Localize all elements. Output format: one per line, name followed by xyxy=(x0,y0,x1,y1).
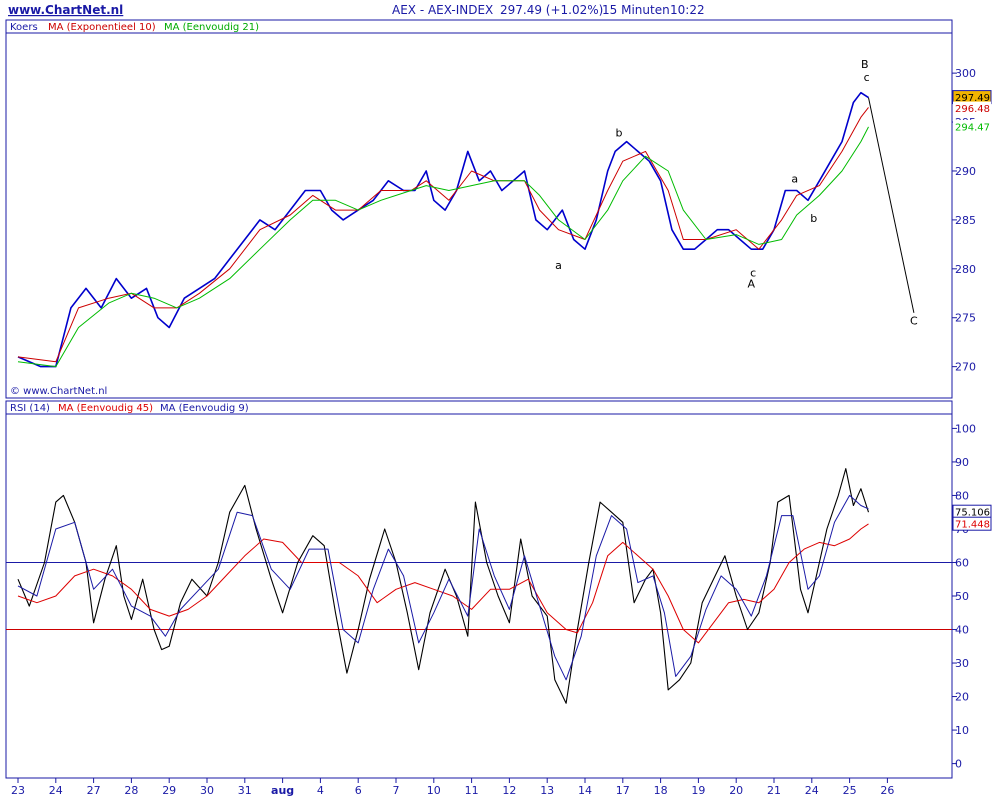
price-y-tick-label: 275 xyxy=(955,312,976,325)
x-tick-label: 24 xyxy=(805,784,819,797)
rsi-value-box xyxy=(952,516,992,531)
watermark: © www.ChartNet.nl xyxy=(10,386,107,397)
x-tick-label: 19 xyxy=(691,784,705,797)
x-tick-label: 24 xyxy=(49,784,63,797)
x-tick-label: 13 xyxy=(540,784,554,797)
rsi-ma45-line xyxy=(17,523,869,644)
x-tick-label: 25 xyxy=(843,784,857,797)
price-value-label: 297.49 xyxy=(955,93,990,104)
wave-label: A xyxy=(748,277,756,290)
wave-projection-line xyxy=(868,97,915,313)
x-tick-label: aug xyxy=(271,784,294,797)
x-tick-label: 20 xyxy=(729,784,743,797)
x-tick-label: 12 xyxy=(502,784,516,797)
wave-label: a xyxy=(555,259,562,272)
legend-rsi: RSI (14) xyxy=(10,403,50,414)
rsi-value-label: 75.106 xyxy=(955,508,990,519)
wave-label: a xyxy=(791,173,798,186)
x-tick-label: 29 xyxy=(162,784,176,797)
price-value-label: 294.47 xyxy=(955,122,990,133)
wave-label: C xyxy=(910,315,918,328)
rsi-y-axis: 0102030405060708090100 xyxy=(952,422,976,771)
x-tick-label: 18 xyxy=(654,784,668,797)
price-line-koers xyxy=(17,91,869,368)
x-tick-label: 10 xyxy=(427,784,441,797)
quote-time: 10:22 xyxy=(670,3,705,17)
site-link[interactable]: www.ChartNet.nl xyxy=(8,3,123,17)
x-axis: 23 24 27 28 29 30 31 aug 4 6 7 10 11 12 13 14 17 18 19 20 21… xyxy=(11,778,894,797)
x-tick-label: 11 xyxy=(465,784,479,797)
rsi-ma9-line xyxy=(17,494,869,681)
rsi-y-tick-label: 80 xyxy=(955,489,969,502)
price-value-label: 296.48 xyxy=(955,104,990,115)
interval-label: 15 Minuten xyxy=(602,3,670,17)
x-tick-label: 31 xyxy=(238,784,252,797)
price-series-group xyxy=(17,91,915,368)
rsi-y-tick-label: 50 xyxy=(955,590,969,603)
rsi-line xyxy=(17,468,870,704)
rsi-y-tick-label: 30 xyxy=(955,657,969,670)
rsi-series-group xyxy=(6,468,952,704)
x-tick-label: 17 xyxy=(616,784,630,797)
rsi-y-tick-label: 40 xyxy=(955,624,969,637)
x-tick-label: 21 xyxy=(767,784,781,797)
x-tick-label: 6 xyxy=(355,784,362,797)
price-value-box xyxy=(953,119,991,133)
x-tick-label: 26 xyxy=(880,784,894,797)
rsi-y-tick-label: 10 xyxy=(955,724,969,737)
x-tick-label: 27 xyxy=(87,784,101,797)
legend-rsi-ma9: MA (Eenvoudig 9) xyxy=(160,403,249,414)
wave-label: b xyxy=(810,212,817,225)
instrument-title: AEX - AEX-INDEX xyxy=(392,3,493,17)
rsi-y-tick-label: 60 xyxy=(955,556,969,569)
x-tick-label: 23 xyxy=(11,784,25,797)
legend-ema10: MA (Exponentieel 10) xyxy=(48,22,156,33)
x-tick-label: 7 xyxy=(393,784,400,797)
rsi-y-tick-label: 0 xyxy=(955,758,962,771)
rsi-y-tick-label: 20 xyxy=(955,691,969,704)
wave-label: B xyxy=(861,58,869,71)
legend-rsi-ma45: MA (Eenvoudig 45) xyxy=(58,403,153,414)
price-value-box xyxy=(953,101,991,115)
x-tick-label: 4 xyxy=(317,784,324,797)
wave-label: b xyxy=(616,127,623,140)
rsi-y-tick-label: 100 xyxy=(955,422,976,435)
price-panel-frame xyxy=(5,19,953,399)
price-y-tick-label: 290 xyxy=(955,165,976,178)
legend-koers: Koers xyxy=(10,22,38,33)
legend-ma21: MA (Eenvoudig 21) xyxy=(164,22,259,33)
rsi-panel-frame xyxy=(5,400,953,779)
price-y-tick-label: 270 xyxy=(955,361,976,374)
price-y-tick-label: 280 xyxy=(955,263,976,276)
price-line-ma21 xyxy=(17,126,869,368)
quote-change: 297.49 (+1.02%) xyxy=(500,3,603,17)
rsi-y-tick-label: 90 xyxy=(955,456,969,469)
x-tick-label: 30 xyxy=(200,784,214,797)
wave-label: c xyxy=(750,267,756,280)
wave-label: c xyxy=(864,71,870,84)
price-line-ema10 xyxy=(17,107,869,363)
x-tick-label: 14 xyxy=(578,784,592,797)
x-tick-label: 28 xyxy=(124,784,138,797)
price-y-tick-label: 300 xyxy=(955,67,976,80)
rsi-value-label: 71.448 xyxy=(955,520,990,531)
price-y-tick-label: 285 xyxy=(955,214,976,227)
